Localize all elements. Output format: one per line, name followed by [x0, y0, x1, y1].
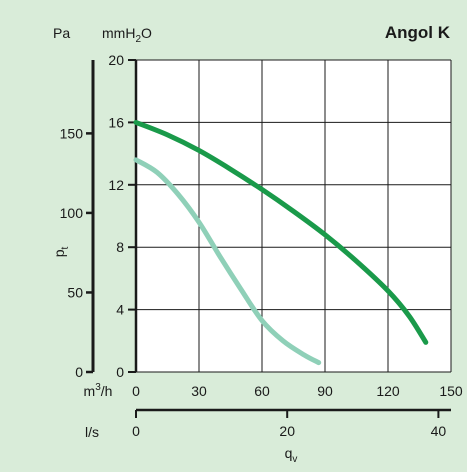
x-tick-label: 0: [132, 383, 140, 399]
inner-y-tick-label: 8: [116, 239, 124, 255]
pa-y-tick-label: 0: [75, 364, 83, 380]
ls-x-tick-label: 0: [132, 423, 140, 439]
inner-y-tick-label: 4: [116, 302, 124, 318]
x-tick-label: 120: [376, 383, 400, 399]
x-tick-label: 90: [317, 383, 333, 399]
y-axis-title: pt: [51, 246, 71, 257]
series-curve-low: [133, 157, 322, 366]
plot-area: [136, 60, 451, 372]
series-group: [133, 119, 429, 366]
chart-title: Angol K: [385, 23, 451, 42]
inner-y-tick-label: 16: [108, 114, 124, 130]
series-curve-high: [133, 119, 429, 345]
x-ticks-m3h: 0 30 60 90 120 150: [132, 383, 463, 399]
pa-y-ticks: 0 50 100 150: [60, 125, 93, 380]
x-tick-label: 30: [191, 383, 207, 399]
inner-axis-unit-label: mmH2O: [102, 25, 152, 45]
x-unit-primary: m3/h: [84, 382, 113, 399]
ls-x-tick-label: 20: [279, 423, 295, 439]
pa-y-tick-label: 150: [60, 125, 84, 141]
x-ticks-ls: 0 20 40: [132, 410, 446, 439]
inner-y-tick-label: 12: [108, 177, 124, 193]
pa-y-tick-label: 100: [60, 205, 84, 221]
x-axis-title: qv: [285, 445, 298, 465]
left-axis-unit-label: Pa: [53, 25, 70, 41]
inner-y-tick-label: 0: [116, 364, 124, 380]
x-tick-label: 60: [254, 383, 270, 399]
grid: [135, 59, 452, 373]
pa-y-tick-label: 50: [67, 284, 83, 300]
x-tick-label: 150: [439, 383, 463, 399]
inner-y-tick-label: 20: [108, 52, 124, 68]
ls-x-tick-label: 40: [431, 423, 447, 439]
x-unit-secondary: l/s: [85, 424, 99, 440]
inner-y-ticks: 0 4 8 12 16 20: [108, 52, 136, 380]
